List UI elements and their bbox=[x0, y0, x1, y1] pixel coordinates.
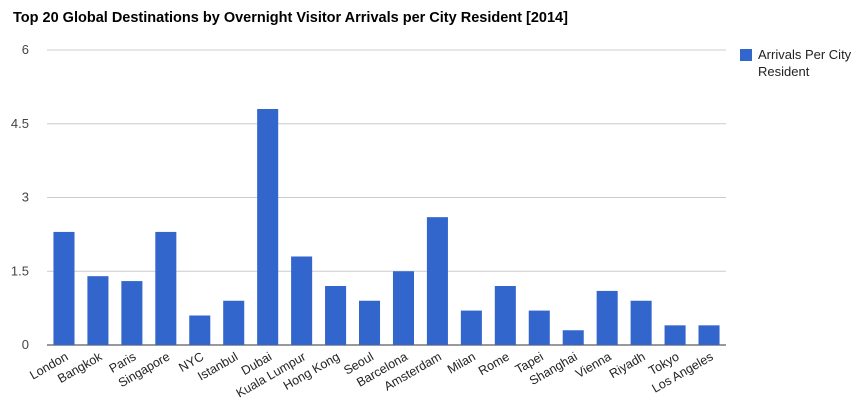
bar bbox=[189, 315, 211, 345]
legend-label-line: Resident bbox=[758, 64, 810, 79]
x-tick-label: Vienna bbox=[573, 349, 614, 380]
bar bbox=[121, 281, 143, 345]
bar bbox=[528, 310, 550, 345]
y-axis-ticks: 0 1.5 3 4.5 6 bbox=[11, 42, 29, 352]
y-tick-label: 1.5 bbox=[11, 263, 29, 278]
bar bbox=[630, 300, 652, 345]
bar bbox=[223, 300, 245, 345]
bars bbox=[53, 109, 720, 345]
y-tick-label: 0 bbox=[22, 337, 29, 352]
y-tick-label: 3 bbox=[22, 190, 29, 205]
y-tick-label: 4.5 bbox=[11, 116, 29, 131]
bar bbox=[664, 325, 686, 345]
bar bbox=[53, 231, 75, 345]
gridlines bbox=[47, 49, 726, 346]
bar bbox=[325, 286, 347, 345]
legend-label-line: Arrivals Per City bbox=[758, 47, 852, 62]
bar bbox=[257, 109, 279, 345]
bar bbox=[291, 256, 313, 345]
x-tick-label: Rome bbox=[476, 349, 512, 378]
bar bbox=[392, 271, 414, 345]
bar bbox=[87, 276, 109, 345]
bar bbox=[494, 286, 516, 345]
legend: Arrivals Per City Resident bbox=[740, 47, 852, 79]
y-tick-label: 6 bbox=[22, 42, 29, 57]
x-tick-label: Riyadh bbox=[607, 349, 648, 381]
bar bbox=[596, 290, 618, 345]
legend-swatch bbox=[740, 49, 752, 61]
x-tick-label: Milan bbox=[445, 349, 478, 376]
legend-label: Arrivals Per City Resident bbox=[758, 47, 852, 79]
bar bbox=[698, 325, 720, 345]
bar bbox=[155, 231, 177, 345]
bar bbox=[460, 310, 482, 345]
bar bbox=[426, 217, 448, 345]
bar bbox=[562, 330, 584, 345]
bar bbox=[359, 300, 381, 345]
chart-title: Top 20 Global Destinations by Overnight … bbox=[13, 10, 568, 26]
